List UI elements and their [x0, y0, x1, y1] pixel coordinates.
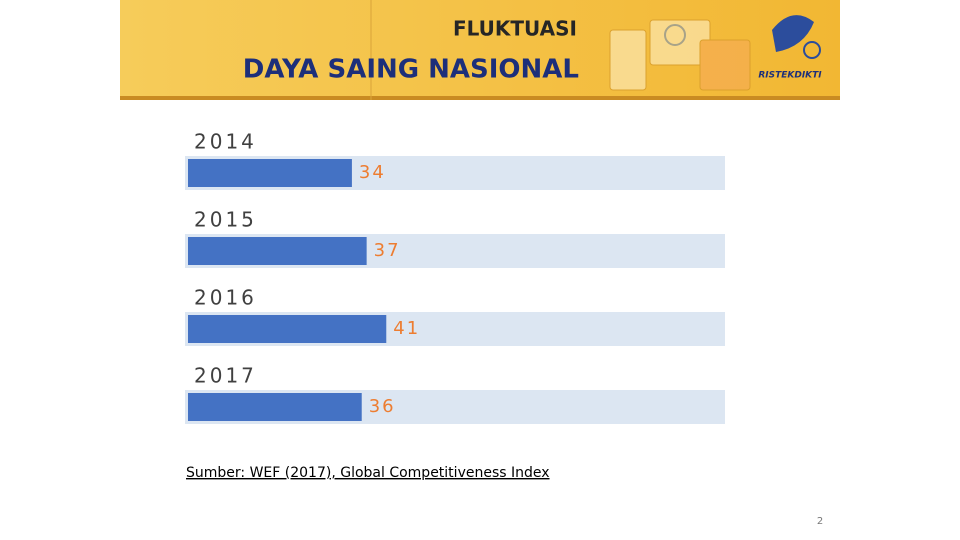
category-label: 2015 [194, 208, 257, 232]
value-label: 37 [374, 240, 401, 261]
value-label: 36 [369, 396, 396, 417]
value-label: 41 [393, 318, 420, 339]
logo-text: RISTEKDIKTI [758, 71, 822, 81]
category-label: 2017 [194, 364, 257, 388]
header-title: DAYA SAING NASIONAL [243, 55, 579, 85]
category-label: 2014 [194, 130, 257, 154]
page-number: 2 [817, 516, 823, 527]
bar [188, 159, 352, 187]
source-note: Sumber: WEF (2017), Global Competitivene… [186, 465, 550, 481]
header: FLUKTUASI DAYA SAING NASIONAL RISTEKDIKT… [120, 0, 840, 100]
header-subtitle: FLUKTUASI [453, 17, 577, 41]
header-decoration [609, 19, 751, 91]
logo-mark [772, 15, 814, 52]
bar [188, 315, 387, 343]
logo-ring [803, 41, 821, 59]
category-label: 2016 [194, 286, 257, 310]
chart: 2014 34 2015 37 2016 41 2017 36 [185, 130, 725, 424]
header-rule [120, 96, 840, 100]
bar [188, 393, 362, 421]
bar [188, 237, 367, 265]
value-label: 34 [359, 162, 386, 183]
